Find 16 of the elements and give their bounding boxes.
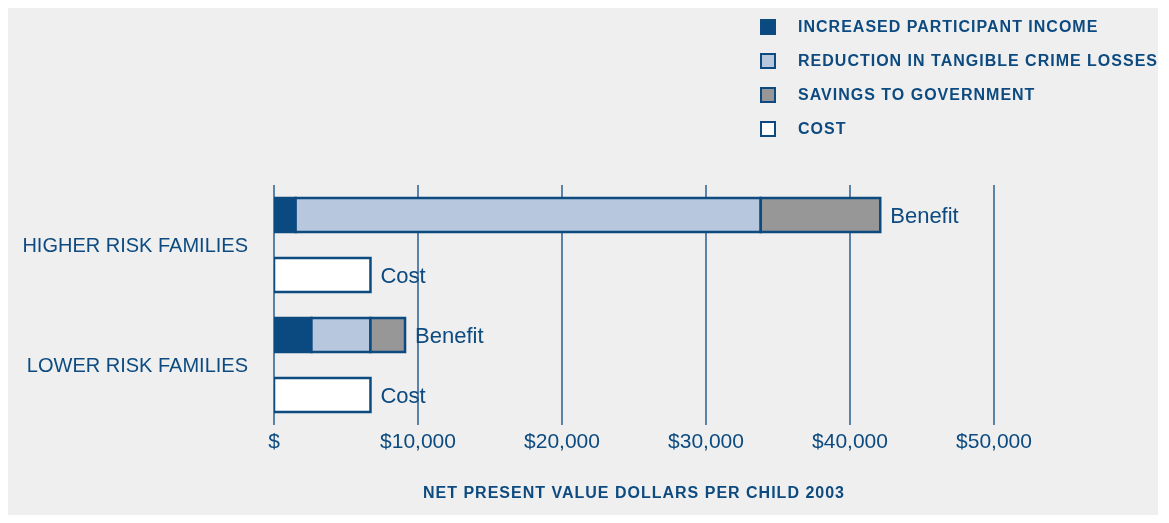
x-tick-label: $10,000 xyxy=(380,428,456,452)
legend-label: INCREASED PARTICIPANT INCOME xyxy=(798,18,1099,36)
x-tick-label: $40,000 xyxy=(812,428,888,452)
bar xyxy=(274,376,372,414)
x-tick-label: $50,000 xyxy=(956,428,1032,452)
annotation: Benefit xyxy=(890,203,959,228)
bar xyxy=(274,256,372,294)
y-tick-label: LOWER RISK FAMILIES xyxy=(26,354,248,376)
x-tick-label: $20,000 xyxy=(524,428,600,452)
y-tick-label: HIGHER RISK FAMILIES xyxy=(22,234,248,256)
legend-label: COST xyxy=(798,120,847,138)
legend-label: SAVINGS TO GOVERNMENT xyxy=(798,86,1036,104)
x-tick-label: $ xyxy=(268,428,281,452)
x-axis-title: NET PRESENT VALUE DOLLARS PER CHILD 2003 xyxy=(423,484,845,502)
x-tick-label: $30,000 xyxy=(668,428,744,452)
legend-label: REDUCTION IN TANGIBLE CRIME LOSSES xyxy=(798,52,1158,70)
